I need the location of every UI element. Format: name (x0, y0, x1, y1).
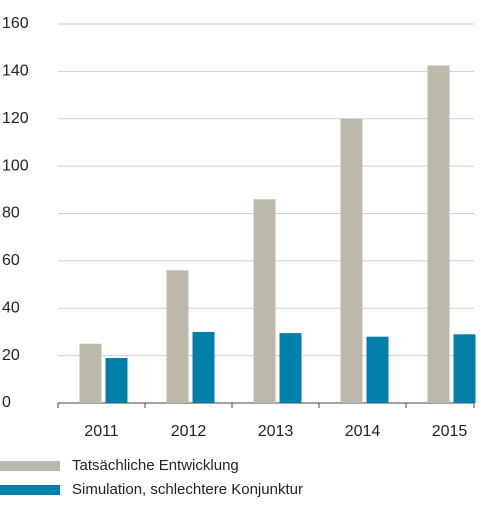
bar (427, 65, 450, 403)
legend-swatch (0, 461, 60, 471)
legend-swatch (0, 485, 60, 495)
x-tick-label: 2014 (345, 423, 381, 440)
x-tick-label: 2013 (258, 423, 294, 440)
bar (279, 333, 302, 403)
y-tick-label: 140 (2, 63, 29, 80)
y-tick-label: 80 (2, 205, 20, 222)
bar (105, 357, 128, 403)
x-tick-label: 2015 (432, 423, 468, 440)
y-tick-label: 60 (2, 252, 20, 269)
bar (79, 343, 102, 403)
legend-label: Tatsächliche Entwicklung (72, 457, 239, 474)
bar (366, 336, 389, 403)
y-tick-label: 160 (2, 15, 29, 32)
y-tick-label: 40 (2, 299, 20, 316)
bar (453, 334, 476, 403)
x-tick-label: 2012 (171, 423, 207, 440)
legend-label: Simulation, schlechtere Konjunktur (72, 481, 303, 498)
y-tick-label: 120 (2, 110, 29, 127)
bar (192, 331, 215, 403)
y-tick-label: 0 (2, 394, 11, 411)
x-tick-label: 2011 (84, 423, 119, 440)
y-tick-label: 100 (2, 157, 29, 174)
y-tick-label: 20 (2, 347, 20, 364)
bar (166, 270, 189, 403)
bar (253, 199, 276, 403)
bar (340, 118, 363, 403)
